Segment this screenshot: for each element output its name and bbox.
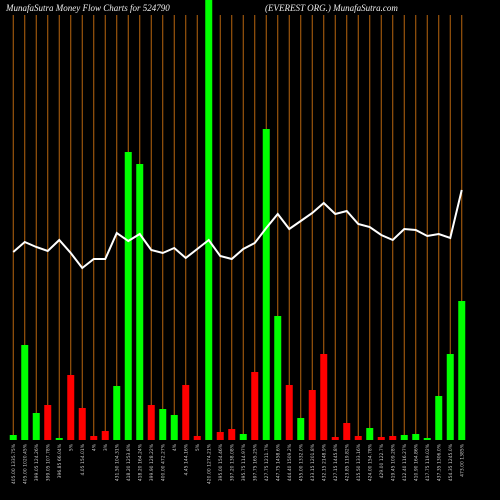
bar — [124, 152, 132, 440]
x-tick-label: 4.45 144.16% — [183, 443, 189, 475]
bar — [101, 431, 109, 440]
bar — [113, 386, 121, 440]
bar — [320, 354, 328, 440]
x-tick-label: 424.00 154.78% — [367, 443, 373, 481]
x-tick-label: 397.20 138.08% — [229, 443, 235, 481]
x-tick-label: 455.00 1332.0% — [298, 443, 304, 481]
bar — [389, 436, 397, 440]
bar — [354, 436, 362, 440]
bar — [216, 432, 224, 440]
bar — [193, 436, 201, 440]
bar — [55, 438, 63, 440]
x-tick-label: 3% — [103, 443, 109, 451]
bar — [377, 437, 385, 440]
x-tick-label: 396.85 66.04% — [57, 443, 63, 478]
bar — [366, 428, 374, 440]
chart-subtitle: (EVEREST ORG.) MunafaSutra.com — [265, 3, 398, 13]
bar — [205, 0, 213, 440]
bar — [446, 354, 454, 440]
x-tick-label: 419.45 109.28% — [390, 443, 396, 481]
bar — [343, 423, 351, 440]
bar — [32, 413, 40, 440]
x-tick-label: 4% — [172, 443, 178, 451]
x-tick-label: 399.05 107.78% — [45, 443, 51, 481]
price-line — [12, 189, 463, 270]
bar — [147, 405, 155, 440]
x-tick-label: 410.90 164.86% — [413, 443, 419, 481]
x-tick-label: 420.00 1274.21% — [206, 443, 212, 484]
bar — [297, 418, 305, 440]
bar — [251, 372, 259, 440]
x-tick-label: 417.75 119.02% — [425, 443, 431, 481]
x-tick-label: 423.85 119.82% — [344, 443, 350, 481]
x-tick-label: 418.20 1253.8% — [126, 443, 132, 481]
x-tick-label: 5% — [195, 443, 201, 451]
x-tick-label: 427.15 1445.8% — [333, 443, 339, 481]
bar — [423, 438, 431, 440]
bar — [239, 434, 247, 440]
bar — [159, 409, 167, 440]
x-tick-label: 4% — [91, 443, 97, 451]
x-tick-label: 395.75 114.97% — [241, 443, 247, 481]
x-tick-label: 447.75 1458.6% — [275, 443, 281, 481]
bar — [308, 390, 316, 440]
bar — [458, 301, 466, 440]
bar — [412, 434, 420, 440]
x-tick-label: 429.00 122.7% — [379, 443, 385, 478]
bar — [78, 408, 86, 440]
x-tick-label: 5% — [68, 443, 74, 451]
bar — [21, 345, 29, 440]
x-tick-label: 415.50 133.16% — [356, 443, 362, 481]
x-tick-label: 405.00 1020.45% — [22, 443, 28, 484]
x-tick-label: 399.05 124.26% — [34, 443, 40, 481]
x-tick-label: 473.00 1385% — [459, 443, 465, 477]
bar — [274, 316, 282, 440]
x-tick-label: 412.40 116.27% — [402, 443, 408, 481]
x-tick-label: 437.35 1306.0% — [436, 443, 442, 481]
bar — [435, 396, 443, 440]
x-tick-label: 427.75 1211.7% — [264, 443, 270, 481]
x-tick-label: 399.90 128.22% — [149, 443, 155, 481]
x-tick-label: 405.00 1335.75% — [11, 443, 17, 484]
x-tick-label: 431.50 104.31% — [114, 443, 120, 481]
x-tick-label: 432.15 2148.9% — [321, 443, 327, 481]
bar — [331, 437, 339, 440]
x-tick-label: 418.20 164.24% — [137, 443, 143, 481]
x-tick-label: 397.75 165.25% — [252, 443, 258, 481]
bar — [90, 436, 98, 440]
bar — [170, 415, 178, 440]
bar — [136, 164, 144, 440]
x-tick-label: 444.40 1509.2% — [287, 443, 293, 481]
bar — [285, 385, 293, 440]
x-tick-label: 433.15 1201.8% — [310, 443, 316, 481]
x-tick-label: 454.35 1245.0% — [448, 443, 454, 481]
x-tick-label: 4.05 154.01% — [80, 443, 86, 475]
bar — [400, 435, 408, 440]
x-tick-label: 400.00 472.27% — [160, 443, 166, 481]
bar — [44, 405, 52, 440]
x-tick-label: 395.00 154.46% — [218, 443, 224, 481]
bar — [228, 429, 236, 440]
bar — [9, 435, 17, 440]
bar — [182, 385, 190, 440]
bar — [67, 375, 75, 440]
bar — [262, 129, 270, 440]
chart-title: MunafaSutra Money Flow Charts for 524790 — [5, 3, 170, 13]
